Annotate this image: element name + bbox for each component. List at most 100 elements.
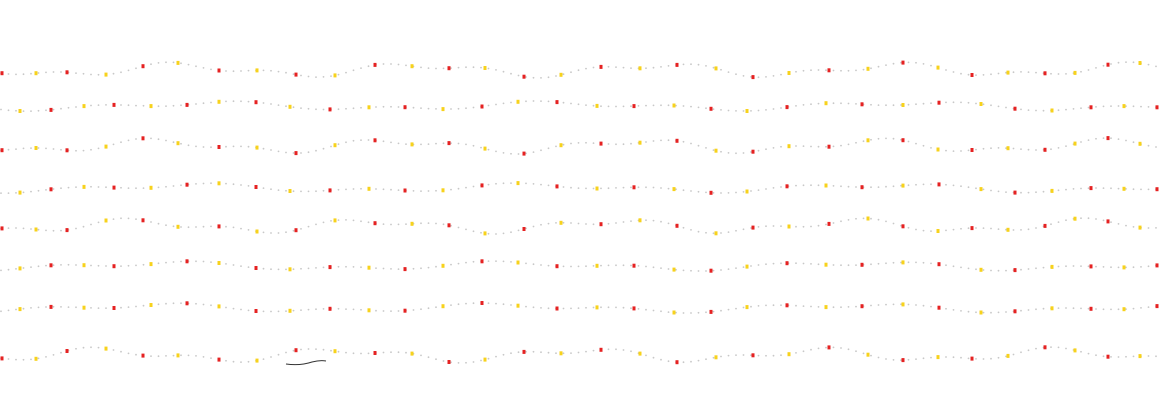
string-dot [172,61,175,64]
string-dot [315,76,317,78]
yellow-bulb [1122,265,1126,270]
red-bulb [901,224,905,229]
string-dot [727,109,730,112]
string-dot [487,67,490,70]
string-dot [892,185,895,188]
red-bulb [599,347,603,352]
string-dot [240,308,242,311]
red-bulb [403,105,407,110]
string-dot [37,109,40,112]
string-dot [810,305,812,308]
string-dot [780,107,782,109]
string-dot [390,223,392,226]
red-bulb [1155,187,1159,192]
yellow-bulb [34,71,38,76]
string-dot [735,152,737,155]
string-dot [577,307,580,309]
string-dot [780,262,782,265]
string-dot [1110,221,1112,224]
red-bulb [522,74,526,79]
string-dot [1102,187,1105,190]
string-dot [435,67,437,70]
string-dot [577,265,580,268]
string-dot [727,231,730,234]
string-dot [855,103,857,105]
string-dot [420,190,422,193]
red-bulb [675,360,679,365]
string-dot [480,146,482,149]
string-dot [652,356,655,359]
red-bulb [185,259,189,264]
red-bulb [901,138,905,143]
string-dot [870,263,872,266]
string-dot [157,186,160,189]
string-dot [412,309,415,311]
string-dot [1065,347,1067,350]
string-dot [840,306,842,309]
string-dot [195,145,197,148]
red-bulb [217,224,221,229]
string-dot [735,73,737,76]
red-bulb [1155,105,1159,110]
string-dot [0,192,2,195]
string-dot [367,221,370,224]
string-dot [1080,265,1082,267]
string-dot [930,183,932,186]
string-dot [1087,307,1090,310]
string-dot [67,106,70,109]
string-dot [675,268,677,271]
string-dot [1147,355,1150,357]
string-dot [37,265,40,268]
red-bulb [254,185,258,189]
string-dot [1125,61,1127,63]
red-bulb [403,188,407,193]
string-dot [855,186,857,188]
string-dot [75,149,77,152]
string-dot [502,70,505,73]
string-dot [945,69,947,71]
string-dot [967,310,970,313]
string-dot [667,311,670,313]
yellow-bulb [901,302,905,307]
string-dot [142,104,145,107]
red-bulb [860,185,864,190]
string-dot [705,358,707,361]
string-dot [307,190,310,193]
string-dot [1027,349,1030,352]
string-dot [240,265,242,267]
yellow-bulb [483,231,487,236]
yellow-bulb [82,104,86,109]
string-dot [1005,147,1007,150]
yellow-bulb [483,146,487,151]
string-dot [750,110,752,112]
string-dot [930,64,932,67]
string-dot [952,101,955,104]
string-dot [1132,226,1135,228]
string-dot [562,186,565,188]
string-dot [450,108,452,110]
yellow-bulb [367,308,371,313]
yellow-bulb [441,263,445,268]
string-dot [1110,63,1112,65]
red-bulb [901,60,905,65]
string-dot [562,265,565,268]
string-dot [427,307,430,310]
string-dot [60,264,62,266]
string-dot [270,103,272,105]
string-dot [547,76,550,79]
string-dot [90,223,92,226]
string-dot [360,187,362,190]
string-dot [877,104,880,106]
string-dot [142,187,145,190]
string-dot [120,217,122,220]
yellow-bulb [866,352,870,357]
string-dot [465,302,467,305]
string-dot [60,187,62,190]
string-dot [765,109,767,111]
string-dot [127,352,130,355]
string-dot [1132,188,1135,191]
string-dot [337,143,340,146]
string-dot [52,188,55,190]
string-dot [97,147,100,150]
string-dot [960,72,962,75]
